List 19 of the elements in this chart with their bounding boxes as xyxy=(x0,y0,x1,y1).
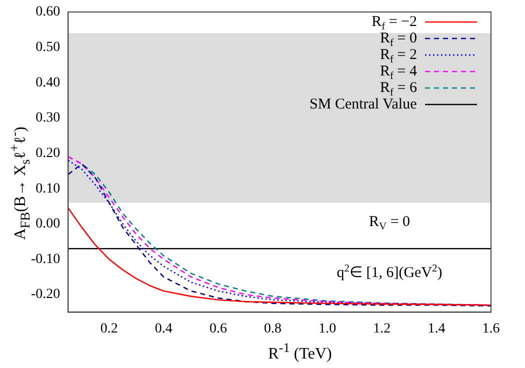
x-tick-label: 1.4 xyxy=(428,321,446,336)
y-tick-label: 0.50 xyxy=(36,40,60,55)
y-tick-label: 0.20 xyxy=(36,146,60,161)
x-tick-label: 0.2 xyxy=(100,321,118,336)
legend-label: SM Central Value xyxy=(310,96,418,112)
x-axis-title: R$^{-1}$ (TeV) xyxy=(267,340,333,364)
y-tick-label: 0.00 xyxy=(36,216,60,232)
y-tick-label: -0.20 xyxy=(30,287,60,302)
x-tick-label: 1.6 xyxy=(482,321,500,336)
x-tick-label: 1.0 xyxy=(318,321,336,336)
x-tick-label: 0.8 xyxy=(264,321,282,336)
x-tick-label: 0.6 xyxy=(209,321,227,336)
y-tick-label: -0.10 xyxy=(30,252,60,267)
y-tick-label: 0.10 xyxy=(36,181,60,196)
x-tick-label: 1.2 xyxy=(373,321,391,336)
y-tick-label: 0.40 xyxy=(36,75,60,90)
y-tick-label: 0.60 xyxy=(36,4,60,20)
x-tick-label: 0.4 xyxy=(154,321,172,336)
y-tick-label: 0.30 xyxy=(36,110,60,126)
